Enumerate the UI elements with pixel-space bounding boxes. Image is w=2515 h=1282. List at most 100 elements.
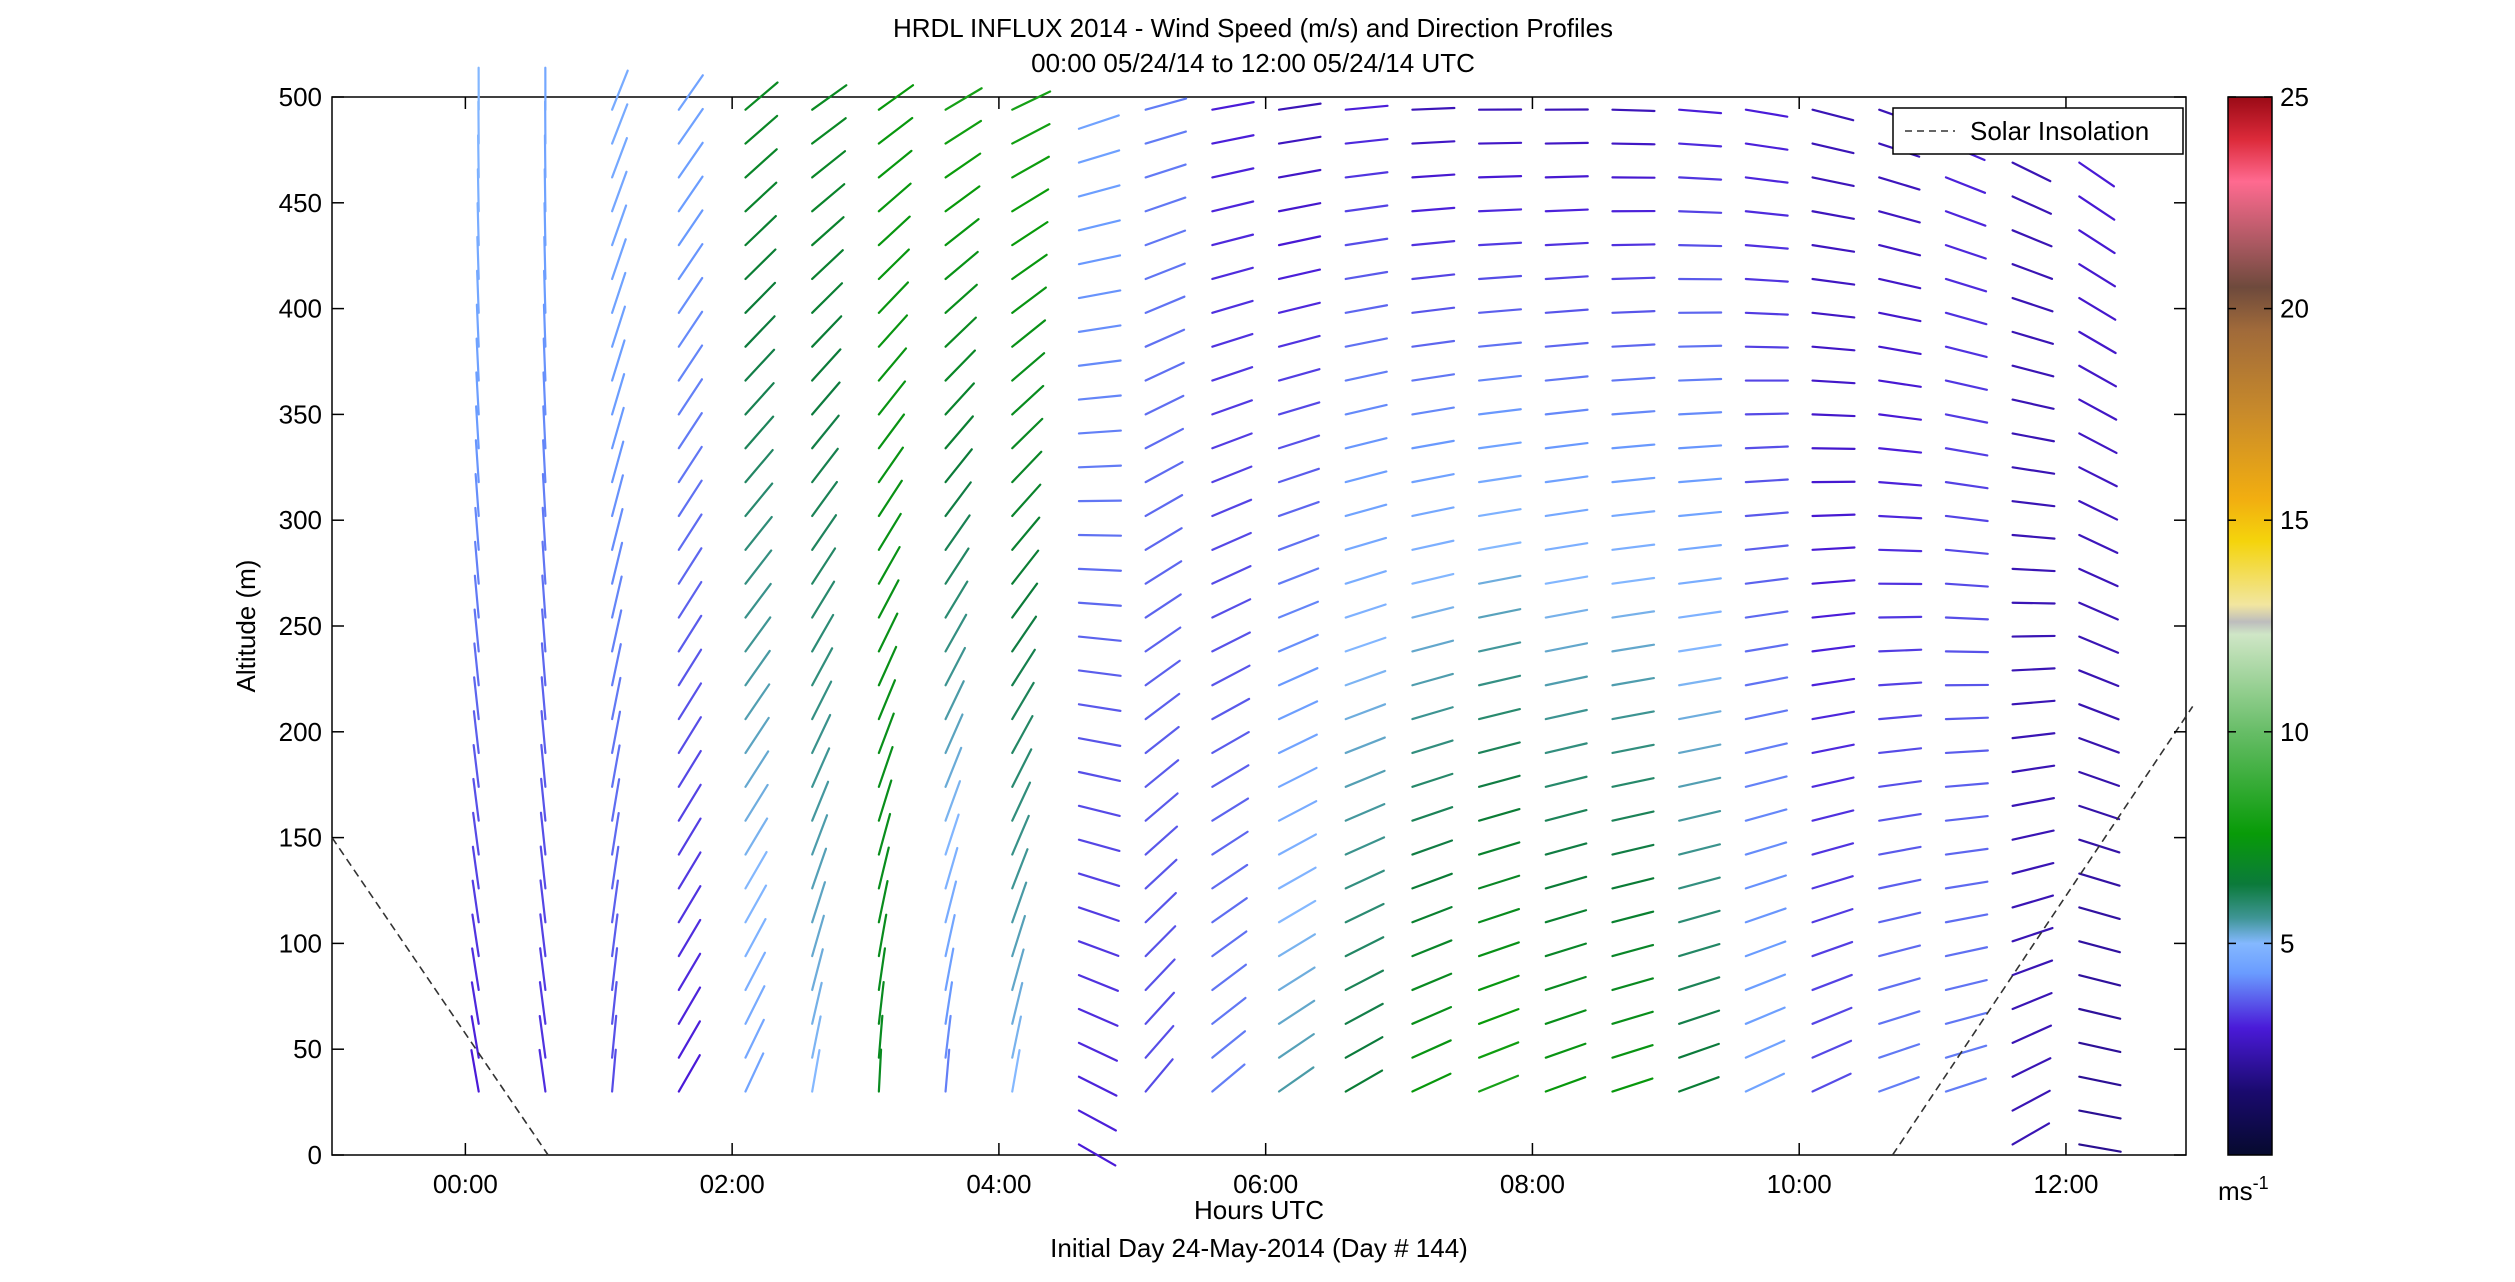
wind-barb [744, 281, 777, 314]
wind-barb [1277, 933, 1316, 958]
wind-barb [1344, 703, 1387, 721]
wind-barb [1611, 1010, 1654, 1025]
wind-barb [1878, 548, 1923, 553]
wind-barb [1077, 872, 1121, 888]
wind-barb [2078, 500, 2119, 521]
wind-barb [1144, 196, 1187, 213]
wind-barb [811, 680, 833, 721]
wind-barb [1211, 432, 1253, 450]
wind-barb [811, 282, 844, 314]
wind-barb [677, 445, 703, 484]
plot-area: 00:00 02:00 04:00 06:00 08:00 10:00 12:00 0 50 1… [279, 66, 2194, 1199]
wind-barb [744, 515, 773, 551]
wind-barb [1411, 1072, 1452, 1093]
wind-barb [1477, 274, 1523, 281]
wind-barb [677, 479, 703, 518]
wind-barb [1811, 776, 1855, 788]
wind-barb [811, 613, 835, 653]
wind-barb [1744, 841, 1788, 856]
wind-barb [1678, 876, 1721, 890]
wind-barb [1944, 1011, 1988, 1025]
wind-barb [1744, 478, 1789, 484]
x-tick-label: 04:00 [966, 1169, 1031, 1199]
wind-barb [1477, 608, 1522, 619]
wind-barb [1744, 907, 1787, 924]
wind-barb [744, 649, 771, 687]
wind-barb [1678, 843, 1721, 856]
wind-barb [744, 214, 777, 247]
wind-barb [744, 1018, 765, 1059]
wind-barb [2011, 229, 2053, 248]
wind-barb [611, 406, 625, 450]
wind-barb [1678, 142, 1723, 148]
wind-barb [1477, 708, 1521, 721]
wind-barb [2011, 926, 2054, 943]
wind-barb [2011, 667, 2056, 672]
wind-barb [1811, 108, 1855, 122]
wind-barb [1544, 441, 1589, 450]
wind-barb [1411, 1006, 1453, 1025]
wind-barb [1744, 511, 1789, 518]
wind-barb [1277, 135, 1322, 145]
wind-barb [2011, 829, 2055, 841]
wind-barb [1077, 464, 1123, 469]
wind-barb [1211, 266, 1254, 281]
wind-barb [1477, 641, 1522, 653]
wind-barb [1611, 943, 1655, 958]
wind-barb [1744, 577, 1789, 585]
wind-barb [538, 1014, 547, 1059]
chart-title: HRDL INFLUX 2014 - Wind Speed (m/s) and … [893, 13, 1613, 43]
wind-barb [1811, 176, 1855, 188]
wind-barb [1011, 1015, 1022, 1059]
wind-barb [1077, 533, 1123, 537]
wind-barb [1144, 958, 1176, 992]
wind-barb [877, 745, 894, 788]
wind-barb [1077, 1109, 1117, 1132]
wind-barb [1878, 413, 1922, 421]
wind-barb [811, 948, 824, 992]
wind-barb [677, 614, 703, 653]
wind-barb [1611, 743, 1655, 755]
wind-barb [1811, 940, 1854, 958]
wind-barb [677, 648, 703, 687]
wind-barb [2011, 364, 2055, 378]
wind-barb [1544, 542, 1589, 551]
wind-barb [475, 337, 480, 382]
wind-barb [1277, 866, 1317, 890]
wind-barb [1678, 477, 1723, 484]
wind-barb [1277, 700, 1319, 721]
wind-barb [1944, 1044, 1988, 1059]
wind-barb [677, 547, 703, 585]
wind-barb [744, 716, 770, 755]
wind-barb [1411, 539, 1455, 551]
wind-barb [1611, 643, 1656, 653]
wind-barb [611, 980, 618, 1025]
wind-barb [1611, 108, 1656, 113]
wind-barb [677, 107, 704, 145]
wind-barb [677, 1054, 701, 1093]
wind-barb [1944, 847, 1989, 856]
wind-barb [944, 880, 958, 924]
wind-barb [1544, 875, 1588, 890]
wind-barb [2011, 959, 2054, 977]
wind-barb [744, 482, 774, 518]
wind-barb [1811, 875, 1854, 890]
wind-barb [944, 119, 983, 145]
wind-barb [1878, 1043, 1921, 1059]
wind-barb [877, 846, 890, 890]
wind-barb [1077, 254, 1122, 266]
wind-barb [1544, 608, 1589, 619]
wind-barb [1611, 243, 1656, 247]
wind-barb [811, 150, 847, 179]
wind-barb [877, 679, 897, 721]
wind-barb [1411, 1039, 1452, 1059]
wind-barb [1678, 610, 1722, 619]
wind-barb [1477, 674, 1522, 687]
wind-barb [2078, 398, 2118, 421]
wind-barb [2011, 263, 2054, 280]
wind-barb [470, 1049, 480, 1093]
wind-barb [1344, 736, 1386, 755]
wind-barb [1211, 697, 1251, 721]
wind-barb [1344, 1002, 1384, 1025]
wind-barb [1811, 644, 1856, 653]
